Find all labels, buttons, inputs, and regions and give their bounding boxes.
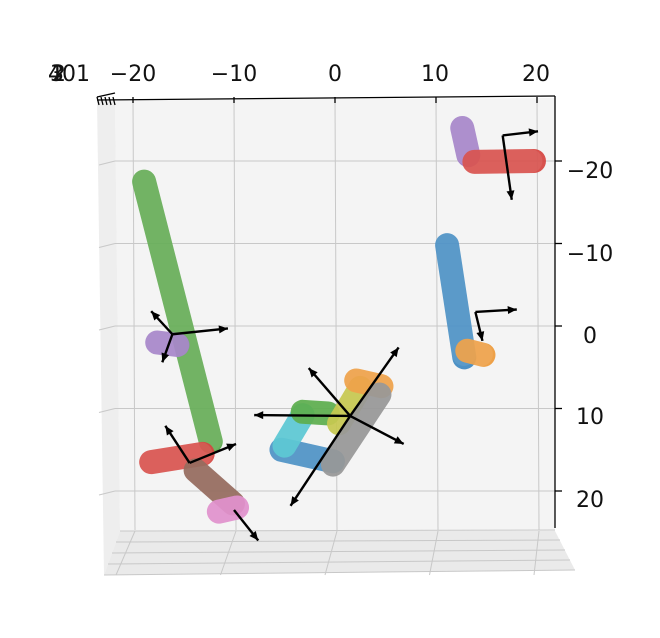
arrow-head [254, 411, 264, 420]
orientation-arrow [254, 413, 351, 418]
arrow-head [528, 128, 539, 137]
arrow-head [393, 436, 404, 444]
series-orange-12 [455, 338, 496, 367]
arrow-head [218, 325, 228, 334]
y-tick-label: 10 [576, 405, 604, 430]
grid-line-z [115, 539, 561, 543]
series-texture-2 [139, 441, 215, 475]
arrow-head [308, 368, 318, 378]
series-texture-14 [462, 149, 546, 174]
grid-line-side [98, 243, 116, 248]
grid-line-x [233, 97, 237, 531]
grid-line-z [119, 529, 556, 532]
arrow-head [161, 352, 170, 363]
series-gray-10 [320, 382, 392, 477]
arrow-head [290, 496, 299, 506]
x-axis-line [96, 95, 556, 101]
orientation-markers [150, 128, 539, 542]
x-tick-label: 20 [522, 62, 550, 87]
arrow-head [390, 347, 399, 358]
series-texture-1 [145, 330, 190, 357]
series-texture-11 [435, 233, 477, 370]
orientation-arrow [349, 346, 400, 417]
series-texture-10 [320, 382, 392, 477]
y-tick-labels: −20 −10 0 10 20 [567, 159, 613, 513]
grid-line-floor [220, 530, 237, 576]
series-olive-8 [327, 375, 373, 436]
series-texture-4 [206, 495, 250, 524]
z-tick-labels: 401 4 3 2 [48, 62, 90, 87]
orientation-arrow [501, 135, 513, 200]
scatter-series [132, 116, 546, 524]
series-texture-7 [290, 399, 340, 426]
series-red-14 [462, 149, 546, 174]
grid-line-floor [429, 530, 439, 576]
orientation-arrow [289, 415, 352, 507]
series-texture-12 [455, 338, 496, 367]
grid-line-x [435, 97, 439, 531]
grid-line-z [103, 569, 576, 576]
axis-ticks [96, 96, 562, 492]
grid-line-x [132, 97, 136, 531]
series-lightgreen-7 [290, 399, 340, 426]
arrow-head [249, 530, 259, 541]
z-tick-label: 401 [48, 62, 90, 87]
series-texture-0 [132, 169, 223, 454]
arrow-head [226, 443, 237, 452]
series-texture-13 [450, 116, 481, 168]
z-tick-label: 2 [52, 62, 66, 87]
z-tick-label: 3 [50, 62, 64, 87]
orientation-arrow [172, 327, 229, 336]
back-pane [115, 98, 555, 531]
orientation-arrow [307, 367, 352, 417]
series-red-2 [139, 441, 215, 475]
x-tick-label: −10 [211, 62, 257, 87]
series-blue-11 [435, 233, 477, 370]
z-tick [100, 96, 104, 106]
x-tick-label: 0 [328, 62, 342, 87]
grid-line-floor [533, 530, 540, 576]
arrow-head [151, 311, 161, 321]
x-tick-labels: −20 −10 0 10 20 [110, 62, 550, 87]
z-tick [112, 96, 116, 106]
y-tick-label: 20 [576, 488, 604, 513]
y-tick-label: −10 [567, 242, 613, 267]
grid-line-side [98, 490, 116, 496]
grid-line-side [98, 325, 116, 331]
grid-line-side [98, 408, 116, 413]
grid-line-z [107, 559, 571, 565]
series-green-0 [132, 169, 223, 454]
grid-line-floor [324, 530, 338, 576]
grid-line-side [98, 160, 116, 166]
arrow-head [476, 331, 485, 341]
left-pane [97, 100, 120, 575]
z-axis-line [96, 92, 116, 98]
z-tick [104, 96, 108, 106]
z-tick [108, 96, 112, 106]
x-tick-label: 10 [421, 62, 449, 87]
series-purple-1 [145, 330, 190, 357]
arrow-head [165, 425, 174, 436]
z-tick-label: 4 [48, 62, 62, 87]
x-tick-label: −20 [110, 62, 156, 87]
grid-line-z [111, 549, 566, 554]
y-tick-label: −20 [567, 159, 613, 184]
arrow-head [507, 306, 517, 315]
arrow-head [506, 190, 515, 200]
series-texture-8 [327, 375, 373, 436]
series-purple-13 [450, 116, 481, 168]
orientation-arrow [349, 414, 405, 446]
y-tick-label: 0 [583, 324, 597, 349]
z-tick [96, 96, 100, 106]
series-pink-4 [206, 495, 250, 524]
